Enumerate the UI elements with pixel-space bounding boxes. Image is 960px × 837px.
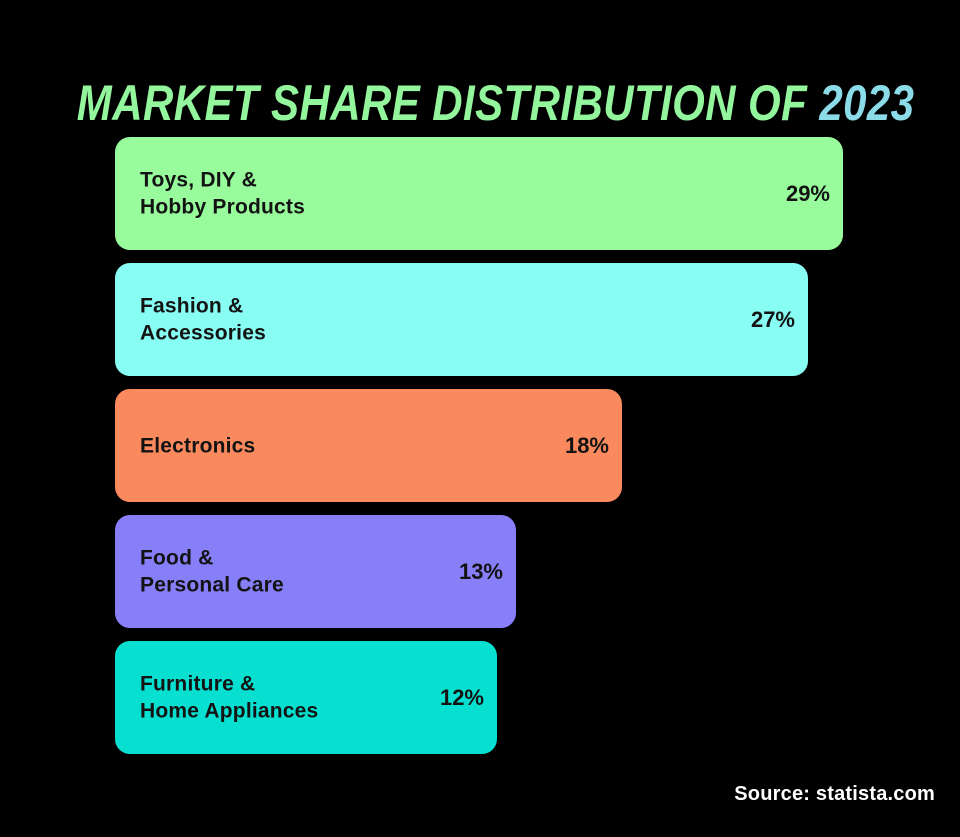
bar-label: Toys, DIY & Hobby Products [140,168,305,219]
bar-label: Food & Personal Care [140,546,284,597]
chart-title-main: MARKET SHARE DISTRIBUTION OF [76,74,808,131]
bar-row: Electronics 18% [115,389,622,502]
bar-row: Fashion & Accessories 27% [115,263,808,376]
bar-value: 18% [564,432,609,458]
bar-value: 12% [439,684,484,710]
chart-title-year: 2023 [819,74,915,131]
bar-row: Toys, DIY & Hobby Products 29% [115,137,843,250]
bar-label: Fashion & Accessories [140,294,266,345]
chart-title: MARKET SHARE DISTRIBUTION OF 2023 [76,74,914,131]
source-caption: Source: statista.com [734,783,935,805]
bar-value: 27% [750,306,795,332]
bar-row: Food & Personal Care 13% [115,515,516,628]
bar-row: Furniture & Home Appliances 12% [115,641,497,754]
bar-value: 29% [785,180,830,206]
bar-chart: Toys, DIY & Hobby Products 29% Fashion &… [115,137,843,767]
bar-value: 13% [458,558,503,584]
bar-label: Furniture & Home Appliances [140,672,319,723]
bar-label: Electronics [140,433,256,457]
